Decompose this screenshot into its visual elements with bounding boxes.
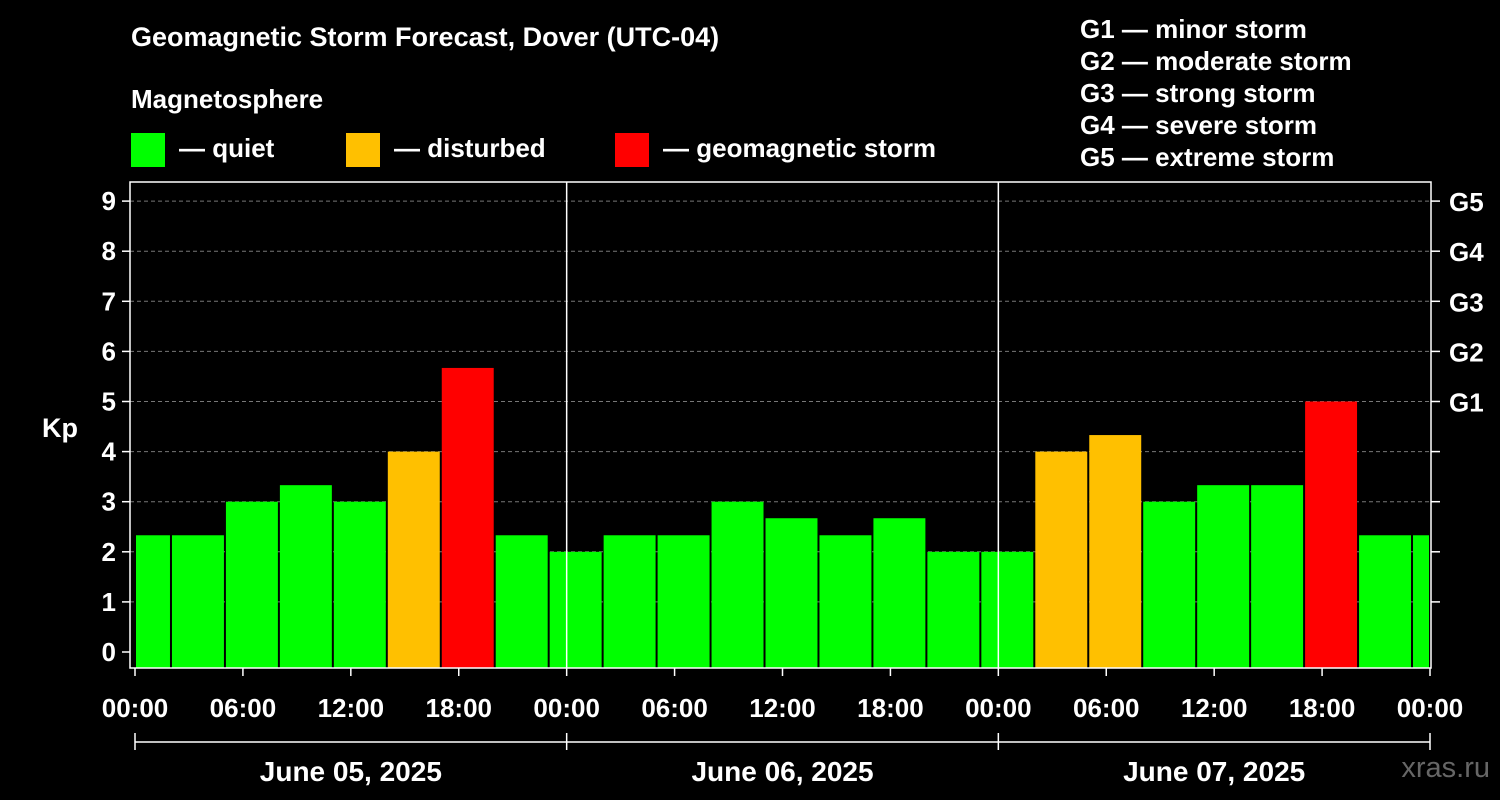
y-tick-label: 2 bbox=[102, 537, 116, 567]
legend-label-storm: — geomagnetic storm bbox=[663, 132, 937, 163]
y-tick-label: 6 bbox=[102, 336, 116, 366]
storm-scale-list: G1 — minor storm G2 — moderate storm G3 … bbox=[1080, 13, 1352, 173]
kp-bar bbox=[1143, 501, 1196, 668]
kp-bar bbox=[711, 501, 764, 668]
kp-bar bbox=[1197, 485, 1250, 668]
legend-label-quiet: — quiet bbox=[179, 132, 275, 163]
y-tick-label: 1 bbox=[102, 587, 116, 617]
x-tick-label: 12:00 bbox=[1181, 693, 1248, 723]
chart-title: Geomagnetic Storm Forecast, Dover (UTC-0… bbox=[131, 22, 720, 52]
kp-bar bbox=[981, 551, 1034, 668]
plot-frame bbox=[129, 181, 1432, 669]
kp-bar bbox=[279, 485, 332, 668]
day-label: June 06, 2025 bbox=[691, 756, 873, 787]
storm-scale-g5: G5 — extreme storm bbox=[1080, 142, 1335, 172]
legend-swatch-storm bbox=[615, 133, 649, 167]
chart-subtitle: Magnetosphere bbox=[131, 84, 324, 114]
kp-bar bbox=[873, 518, 926, 668]
x-tick-label: 00:00 bbox=[533, 693, 600, 723]
legend-item-quiet: — quiet bbox=[131, 133, 274, 167]
kp-bar bbox=[1359, 535, 1412, 668]
kp-bar bbox=[1035, 451, 1088, 668]
y-tick-label: 9 bbox=[102, 186, 116, 216]
watermark: xras.ru bbox=[1401, 752, 1490, 784]
y-tick-label: 8 bbox=[102, 236, 116, 266]
x-tick-label: 00:00 bbox=[102, 693, 169, 723]
legend-item-disturbed: — disturbed bbox=[346, 133, 546, 167]
kp-bar bbox=[549, 551, 602, 668]
kp-bar bbox=[495, 535, 548, 668]
day-label: June 05, 2025 bbox=[260, 756, 442, 787]
g-scale-label: G4 bbox=[1449, 237, 1484, 267]
kp-bar bbox=[136, 535, 170, 668]
y-tick-label: 7 bbox=[102, 286, 116, 316]
kp-bar bbox=[765, 518, 818, 668]
kp-bar bbox=[1413, 535, 1429, 668]
y-tick-label: 5 bbox=[102, 387, 116, 417]
x-tick-label: 18:00 bbox=[1289, 693, 1356, 723]
y-tick-label: 0 bbox=[102, 637, 116, 667]
x-tick-label: 00:00 bbox=[965, 693, 1032, 723]
g-scale-label: G3 bbox=[1449, 287, 1484, 317]
day-label: June 07, 2025 bbox=[1123, 756, 1305, 787]
x-tick-label: 12:00 bbox=[749, 693, 816, 723]
storm-scale-g2: G2 — moderate storm bbox=[1080, 46, 1352, 76]
kp-bar bbox=[819, 535, 872, 668]
kp-bar bbox=[603, 535, 656, 668]
x-tick-label: 00:00 bbox=[1397, 693, 1464, 723]
x-tick-label: 18:00 bbox=[426, 693, 493, 723]
kp-bar bbox=[171, 535, 224, 668]
legend-label-disturbed: — disturbed bbox=[394, 132, 546, 163]
g-scale-label: G5 bbox=[1449, 187, 1484, 217]
kp-bar bbox=[225, 501, 278, 668]
kp-bar bbox=[333, 501, 386, 668]
legend-swatch-disturbed bbox=[346, 133, 380, 167]
x-tick-label: 06:00 bbox=[210, 693, 277, 723]
g-scale-label: G2 bbox=[1449, 337, 1484, 367]
legend-swatch-quiet bbox=[131, 133, 165, 167]
kp-bar bbox=[927, 551, 980, 668]
kp-bar bbox=[441, 367, 494, 668]
kp-bar bbox=[1251, 485, 1304, 668]
y-tick-label: 4 bbox=[102, 437, 117, 467]
x-tick-label: 06:00 bbox=[1073, 693, 1140, 723]
storm-scale-g3: G3 — strong storm bbox=[1080, 78, 1316, 108]
y-axis-label: Kp bbox=[42, 413, 78, 443]
g-scale-label: G1 bbox=[1449, 388, 1484, 418]
storm-scale-g1: G1 — minor storm bbox=[1080, 14, 1307, 44]
kp-bar bbox=[1089, 435, 1142, 668]
kp-bar bbox=[387, 451, 440, 668]
y-tick-label: 3 bbox=[102, 487, 116, 517]
legend-item-storm: — geomagnetic storm bbox=[615, 133, 936, 167]
x-tick-label: 12:00 bbox=[318, 693, 385, 723]
x-tick-label: 06:00 bbox=[641, 693, 708, 723]
kp-bar bbox=[1305, 401, 1358, 668]
kp-bar bbox=[657, 535, 710, 668]
x-tick-label: 18:00 bbox=[857, 693, 924, 723]
storm-scale-g4: G4 — severe storm bbox=[1080, 110, 1318, 140]
